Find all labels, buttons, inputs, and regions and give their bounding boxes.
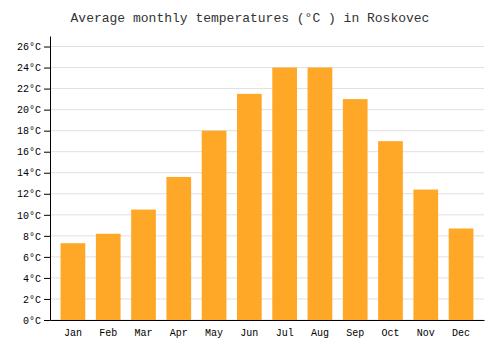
x-tick-label: Apr [170,328,188,339]
y-tick-mark [44,257,50,258]
y-tick-label: 4°C [23,274,41,285]
y-tick-mark [44,299,50,300]
plot: 0°C 2°C 4°C 6°C 8°C 10°C 12°C 14°C 16°C 18°C 20°C 2… [17,37,485,340]
x-axis: Jan Feb Mar Apr May Jun Jul Aug Sep Oct Nov Dec [51,321,485,340]
grid-line [50,172,484,173]
y-tick-label: 2°C [23,295,41,306]
y-tick-label: 6°C [23,253,41,264]
y-tick: 18°C [17,126,50,137]
bar [202,131,227,320]
x-tick: Apr [170,328,188,339]
y-tick-mark [44,215,50,216]
x-tick-label: Jan [64,328,82,339]
x-tick-label: Sep [346,328,364,339]
grid-line [50,88,484,89]
y-tick-mark [44,173,50,174]
x-tick-label: Nov [417,328,435,339]
y-tick-label: 22°C [17,84,41,95]
y-tick-label: 24°C [17,63,41,74]
grid-line [50,67,484,68]
y-tick: 12°C [17,189,50,200]
y-tick: 2°C [23,295,50,306]
y-tick-mark [44,278,50,279]
x-tick: Nov [417,328,435,339]
y-tick-label: 18°C [17,126,41,137]
x-tick: Mar [134,328,152,339]
x-tick-label: Jun [240,328,258,339]
y-tick-label: 20°C [17,105,41,116]
bar [449,228,474,320]
x-tick: Jul [276,328,294,339]
title: Average monthly temperatures (°C ) in Ro… [71,11,430,26]
y-tick-mark [44,68,50,69]
y-tick-label: 10°C [17,211,41,222]
y-axis: 0°C 2°C 4°C 6°C 8°C 10°C 12°C 14°C 16°C 18°C 20°C 2… [17,37,51,327]
y-tick: 10°C [17,211,50,222]
x-tick: Dec [452,328,470,339]
y-tick-mark [44,89,50,90]
y-tick: 22°C [17,84,50,95]
y-tick: 24°C [17,63,50,74]
y-tick-label: 26°C [17,42,41,53]
x-tick-label: Dec [452,328,470,339]
x-tick: Sep [346,328,364,339]
x-tick-label: Jul [276,328,294,339]
y-tick-label: 12°C [17,189,41,200]
y-tick: 16°C [17,147,50,158]
x-tick: May [205,328,223,339]
x-tick-label: Aug [311,328,329,339]
y-tick-mark [44,47,50,48]
x-tick: Aug [311,328,329,339]
bar [166,177,191,320]
y-tick: 26°C [17,42,50,53]
y-tick-mark [44,320,50,321]
y-tick: 0°C [23,316,50,327]
y-tick: 20°C [17,105,50,116]
y-tick-label: 0°C [23,316,41,327]
y-axis-line [50,37,51,321]
chart: Average monthly temperatures (°C ) in Ro… [0,0,500,350]
y-tick-label: 16°C [17,147,41,158]
y-tick: 8°C [23,232,50,243]
bar [308,68,333,320]
bar [413,190,438,320]
y-tick-mark [44,236,50,237]
y-tick-mark [44,110,50,111]
x-axis-line [51,320,485,321]
grid-line [50,130,484,131]
bar [61,243,86,320]
x-tick-label: May [205,328,223,339]
y-tick-mark [44,152,50,153]
grid [50,47,484,320]
x-tick-label: Mar [134,328,152,339]
grid-line [50,151,484,152]
bar [96,234,121,320]
x-tick: Oct [381,328,399,339]
y-tick-label: 8°C [23,232,41,243]
x-tick: Jun [240,328,258,339]
bar [131,210,156,320]
x-tick-label: Feb [99,328,117,339]
x-tick: Jan [64,328,82,339]
y-tick-mark [44,131,50,132]
bar [272,68,297,320]
bar [343,99,368,320]
bar [378,141,403,320]
grid-line [50,46,484,47]
grid-line [50,109,484,110]
y-tick-mark [44,194,50,195]
bars [61,68,474,320]
x-tick-label: Oct [381,328,399,339]
y-tick-label: 14°C [17,168,41,179]
y-tick: 4°C [23,274,50,285]
y-tick: 14°C [17,168,50,179]
x-tick: Feb [99,328,117,339]
y-tick: 6°C [23,253,50,264]
bar [237,94,262,320]
